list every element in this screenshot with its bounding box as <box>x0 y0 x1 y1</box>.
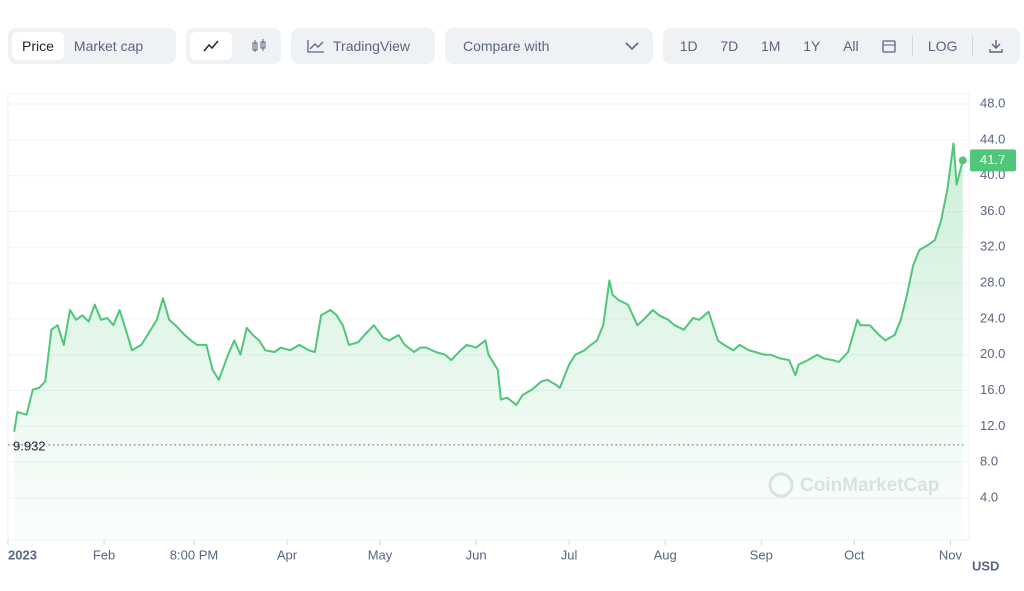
x-tick-label: Aug <box>654 547 677 562</box>
download-button[interactable] <box>978 32 1014 60</box>
compare-dropdown[interactable]: Compare with <box>445 28 653 64</box>
chevron <box>625 42 639 51</box>
tradingview-button[interactable]: TradingView <box>291 28 435 64</box>
range-button[interactable]: 1M <box>761 38 781 54</box>
watermark-logo <box>768 472 794 498</box>
y-tick-label: 4.0 <box>980 489 998 504</box>
chart-style-toggle <box>186 28 281 64</box>
watermark: CoinMarketCap <box>768 472 939 498</box>
range-button[interactable]: 1D <box>679 38 698 54</box>
log-button[interactable]: LOG <box>927 38 958 54</box>
y-tick-label: 32.0 <box>980 239 1005 254</box>
tradingview-label: TradingView <box>333 38 411 54</box>
candle-icon <box>252 39 266 52</box>
last-price-label: 41.7 <box>980 152 1005 167</box>
y-tick-label: 28.0 <box>980 275 1005 290</box>
separator <box>972 36 974 56</box>
y-tick-label: 24.0 <box>980 310 1005 325</box>
download-icon <box>989 40 1003 53</box>
y-tick-label: 48.0 <box>980 95 1005 110</box>
separator <box>912 36 914 56</box>
y-tick-label: 16.0 <box>980 382 1005 397</box>
last-point <box>958 156 967 165</box>
y-tick-label: 20.0 <box>980 346 1005 361</box>
x-tick-label: 8:00 PM <box>170 547 218 562</box>
calendar-icon <box>882 40 897 53</box>
market-cap-tab[interactable]: Market cap <box>73 38 144 54</box>
x-tick-label: Apr <box>277 547 298 562</box>
reference-label: 9.932 <box>13 438 46 453</box>
y-tick-label: 36.0 <box>980 203 1005 218</box>
x-tick-label: Jul <box>561 547 578 562</box>
calendar-button[interactable] <box>871 32 907 60</box>
tv-icon <box>307 40 324 53</box>
range-toolbar: 1D 7D 1M 1Y All LOG <box>663 28 1020 64</box>
y-tick-label: 8.0 <box>980 454 998 469</box>
y-tick-label: 44.0 <box>980 131 1005 146</box>
price-line <box>13 142 964 432</box>
x-tick-label: Sep <box>750 547 773 562</box>
y-tick-label: 12.0 <box>980 418 1005 433</box>
line-style-button[interactable] <box>190 32 232 60</box>
line-icon <box>203 40 219 52</box>
x-tick-label: Jun <box>466 547 487 562</box>
last-price-box <box>970 149 1016 172</box>
range-button[interactable]: 7D <box>720 38 739 54</box>
price-area <box>14 143 963 540</box>
range-button[interactable]: All <box>843 38 859 54</box>
price-tab[interactable]: Price <box>12 32 64 60</box>
compare-label: Compare with <box>463 38 550 54</box>
chart-mode-toggle: Price Market cap <box>8 28 176 64</box>
x-tick-label: Feb <box>93 547 115 562</box>
x-tick-label: Oct <box>844 547 865 562</box>
watermark-text: CoinMarketCap <box>800 475 939 496</box>
x-tick-label: 2023 <box>8 547 37 562</box>
range-button[interactable]: 1Y <box>803 38 821 54</box>
candle-style-button[interactable] <box>238 32 280 60</box>
x-tick-label: Nov <box>939 547 963 562</box>
x-tick-label: May <box>368 547 393 562</box>
currency-label: USD <box>972 558 999 573</box>
